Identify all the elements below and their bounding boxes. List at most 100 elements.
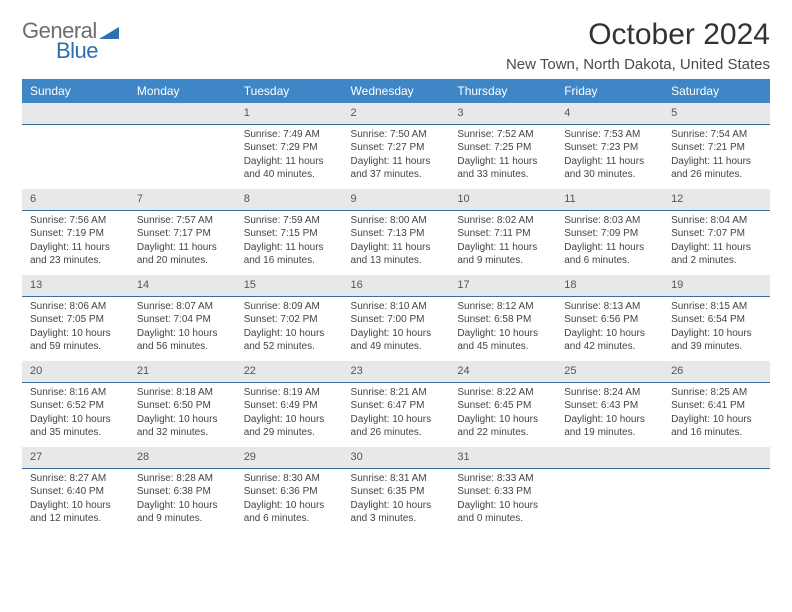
calendar-day-cell: 10 Sunrise: 8:02 AMSunset: 7:11 PMDayligh… <box>449 189 556 275</box>
daylight-text: Daylight: 10 hours and 35 minutes. <box>30 413 121 440</box>
sunrise-text: Sunrise: 8:16 AM <box>30 386 121 400</box>
sunrise-text: Sunrise: 7:50 AM <box>351 128 442 142</box>
calendar-day-cell: 31Sunrise: 8:33 AMSunset: 6:33 PMDayligh… <box>449 447 556 533</box>
day-number: 10 <box>449 189 556 211</box>
daylight-text: Daylight: 11 hours and 6 minutes. <box>564 241 655 268</box>
daylight-text: Daylight: 10 hours and 39 minutes. <box>671 327 762 354</box>
sunrise-text: Sunrise: 8:24 AM <box>564 386 655 400</box>
sunset-text: Sunset: 7:15 PM <box>244 227 335 241</box>
calendar-day-cell: 19Sunrise: 8:15 AMSunset: 6:54 PMDayligh… <box>663 275 770 361</box>
day-body: Sunrise: 8:15 AMSunset: 6:54 PMDaylight:… <box>663 297 770 360</box>
calendar-day-cell: 9Sunrise: 8:00 AMSunset: 7:13 PMDaylight… <box>343 189 450 275</box>
sunset-text: Sunset: 6:35 PM <box>351 485 442 499</box>
calendar-day-cell: 8Sunrise: 7:59 AMSunset: 7:15 PMDaylight… <box>236 189 343 275</box>
title-block: October 2024 New Town, North Dakota, Uni… <box>506 18 770 73</box>
sunset-text: Sunset: 7:17 PM <box>137 227 228 241</box>
calendar-day-cell: 6Sunrise: 7:56 AMSunset: 7:19 PMDaylight… <box>22 189 129 275</box>
sunrise-text: Sunrise: 7:59 AM <box>244 214 335 228</box>
empty-day-bar <box>22 103 129 125</box>
sunrise-text: Sunrise: 7:49 AM <box>244 128 335 142</box>
calendar-day-cell: 22Sunrise: 8:19 AMSunset: 6:49 PMDayligh… <box>236 361 343 447</box>
calendar-day-cell: 18Sunrise: 8:13 AMSunset: 6:56 PMDayligh… <box>556 275 663 361</box>
day-number: 3 <box>449 103 556 125</box>
calendar-table: SundayMondayTuesdayWednesdayThursdayFrid… <box>22 79 770 533</box>
day-body: Sunrise: 8:07 AMSunset: 7:04 PMDaylight:… <box>129 297 236 360</box>
day-body: Sunrise: 8:00 AMSunset: 7:13 PMDaylight:… <box>343 211 450 274</box>
day-header: Saturday <box>663 79 770 103</box>
day-number: 1 <box>236 103 343 125</box>
sunset-text: Sunset: 7:25 PM <box>457 141 548 155</box>
sunset-text: Sunset: 6:43 PM <box>564 399 655 413</box>
sunrise-text: Sunrise: 8:30 AM <box>244 472 335 486</box>
day-body: Sunrise: 8:03 AMSunset: 7:09 PMDaylight:… <box>556 211 663 274</box>
day-number: 15 <box>236 275 343 297</box>
day-header-row: SundayMondayTuesdayWednesdayThursdayFrid… <box>22 79 770 103</box>
day-number: 17 <box>449 275 556 297</box>
sunrise-text: Sunrise: 8:09 AM <box>244 300 335 314</box>
daylight-text: Daylight: 10 hours and 0 minutes. <box>457 499 548 526</box>
daylight-text: Daylight: 10 hours and 19 minutes. <box>564 413 655 440</box>
day-body: Sunrise: 8:13 AMSunset: 6:56 PMDaylight:… <box>556 297 663 360</box>
sunrise-text: Sunrise: 8:18 AM <box>137 386 228 400</box>
sunrise-text: Sunrise: 8:25 AM <box>671 386 762 400</box>
daylight-text: Daylight: 10 hours and 6 minutes. <box>244 499 335 526</box>
sunset-text: Sunset: 6:54 PM <box>671 313 762 327</box>
sunset-text: Sunset: 6:58 PM <box>457 313 548 327</box>
sunrise-text: Sunrise: 7:54 AM <box>671 128 762 142</box>
calendar-day-cell: 26 Sunrise: 8:25 AMSunset: 6:41 PMDayligh… <box>663 361 770 447</box>
sunset-text: Sunset: 6:45 PM <box>457 399 548 413</box>
sunset-text: Sunset: 6:41 PM <box>671 399 762 413</box>
sunset-text: Sunset: 6:36 PM <box>244 485 335 499</box>
day-number: 23 <box>343 361 450 383</box>
sunrise-text: Sunrise: 7:53 AM <box>564 128 655 142</box>
daylight-text: Daylight: 11 hours and 9 minutes. <box>457 241 548 268</box>
calendar-day-cell: 1Sunrise: 7:49 AMSunset: 7:29 PMDaylight… <box>236 103 343 189</box>
empty-day-bar <box>556 447 663 469</box>
page-header: GeneralBlue October 2024 New Town, North… <box>22 18 770 73</box>
day-number: 30 <box>343 447 450 469</box>
day-number: 27 <box>22 447 129 469</box>
day-number: 26 <box>663 361 770 383</box>
logo-triangle-icon <box>99 25 119 44</box>
day-body: Sunrise: 7:52 AMSunset: 7:25 PMDaylight:… <box>449 125 556 188</box>
day-body: Sunrise: 8:10 AMSunset: 7:00 PMDaylight:… <box>343 297 450 360</box>
daylight-text: Daylight: 11 hours and 16 minutes. <box>244 241 335 268</box>
location-subtitle: New Town, North Dakota, United States <box>506 56 770 73</box>
day-number: 20 <box>22 361 129 383</box>
day-number: 18 <box>556 275 663 297</box>
sunrise-text: Sunrise: 7:57 AM <box>137 214 228 228</box>
sunrise-text: Sunrise: 8:02 AM <box>457 214 548 228</box>
day-number: 16 <box>343 275 450 297</box>
day-body: Sunrise: 7:49 AMSunset: 7:29 PMDaylight:… <box>236 125 343 188</box>
sunset-text: Sunset: 6:38 PM <box>137 485 228 499</box>
sunset-text: Sunset: 7:19 PM <box>30 227 121 241</box>
day-body: Sunrise: 7:56 AMSunset: 7:19 PMDaylight:… <box>22 211 129 274</box>
daylight-text: Daylight: 10 hours and 16 minutes. <box>671 413 762 440</box>
sunrise-text: Sunrise: 8:04 AM <box>671 214 762 228</box>
daylight-text: Daylight: 11 hours and 37 minutes. <box>351 155 442 182</box>
sunrise-text: Sunrise: 8:19 AM <box>244 386 335 400</box>
day-body: Sunrise: 8:06 AMSunset: 7:05 PMDaylight:… <box>22 297 129 360</box>
day-header: Wednesday <box>343 79 450 103</box>
calendar-day-cell: 3Sunrise: 7:52 AMSunset: 7:25 PMDaylight… <box>449 103 556 189</box>
sunrise-text: Sunrise: 8:22 AM <box>457 386 548 400</box>
day-body: Sunrise: 7:57 AMSunset: 7:17 PMDaylight:… <box>129 211 236 274</box>
day-number: 19 <box>663 275 770 297</box>
sunset-text: Sunset: 7:09 PM <box>564 227 655 241</box>
day-body: Sunrise: 8:30 AMSunset: 6:36 PMDaylight:… <box>236 469 343 532</box>
day-body: Sunrise: 8:33 AMSunset: 6:33 PMDaylight:… <box>449 469 556 532</box>
sunset-text: Sunset: 7:23 PM <box>564 141 655 155</box>
logo: GeneralBlue <box>22 18 119 64</box>
sunset-text: Sunset: 6:56 PM <box>564 313 655 327</box>
daylight-text: Daylight: 11 hours and 40 minutes. <box>244 155 335 182</box>
day-number: 14 <box>129 275 236 297</box>
daylight-text: Daylight: 11 hours and 33 minutes. <box>457 155 548 182</box>
sunrise-text: Sunrise: 7:52 AM <box>457 128 548 142</box>
calendar-day-cell: 11Sunrise: 8:03 AMSunset: 7:09 PMDayligh… <box>556 189 663 275</box>
calendar-day-cell: 23Sunrise: 8:21 AMSunset: 6:47 PMDayligh… <box>343 361 450 447</box>
sunrise-text: Sunrise: 8:10 AM <box>351 300 442 314</box>
sunrise-text: Sunrise: 8:15 AM <box>671 300 762 314</box>
daylight-text: Daylight: 10 hours and 49 minutes. <box>351 327 442 354</box>
sunset-text: Sunset: 7:11 PM <box>457 227 548 241</box>
day-number: 24 <box>449 361 556 383</box>
